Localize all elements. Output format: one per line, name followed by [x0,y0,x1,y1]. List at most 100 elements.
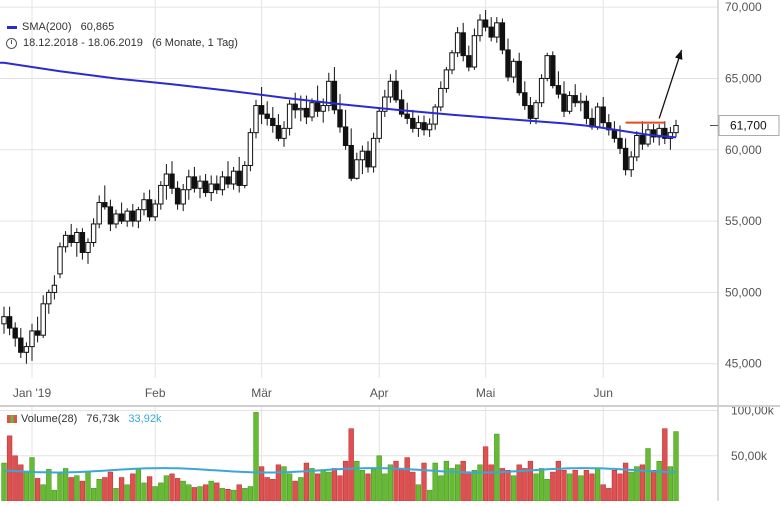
candle-body [342,126,349,146]
volume-bar [583,469,590,502]
candle-body [337,109,343,128]
volume-bar [650,469,657,502]
volume-bar [68,477,74,502]
candle-body [432,106,438,125]
volume-bar [398,468,405,502]
price-tick-label: 60,000 [725,143,762,157]
volume-bar [46,469,52,502]
clock-icon [6,37,17,49]
candle-body [146,199,153,218]
candle-body [298,107,304,111]
candle-body [18,337,24,353]
price-tick-label: 45,000 [725,357,762,371]
volume-bar [522,468,528,502]
volume-bar [247,486,254,502]
trend-arrow-head [675,49,683,60]
candle-body [270,117,276,127]
volume-bar [566,473,573,502]
candle-body [494,22,500,38]
volume-bar [510,475,517,502]
volume-bar [331,468,338,502]
volume-bar [611,469,618,502]
volume-bar [421,462,427,502]
volume-bar [107,471,114,502]
volume-bar [309,468,315,502]
candle-body [208,183,214,194]
volume-bar [370,469,377,502]
candle-body [645,129,651,145]
candle-body [572,95,578,104]
volume-bar [662,428,668,502]
volume-bar [628,471,634,502]
volume-bar [634,466,640,502]
volume-bar [326,471,332,502]
range-legend: 18.12.2018 - 18.06.2019 (6 Monate, 1 Tag… [6,37,238,49]
volume-bar [141,482,147,502]
candle-body [488,26,494,38]
volume-legend: Volume(28) 76,73k 33,92k [7,413,161,425]
x-tick-label: Apr [370,386,389,400]
sma-value: 60,865 [80,21,115,33]
volume-bar [410,471,416,502]
volume-bar [169,473,175,502]
volume-bar [449,468,455,502]
x-tick-label: Jun [594,386,613,400]
x-tick-label: Feb [145,386,166,400]
volume-bar [303,462,310,502]
candle-body [510,60,517,78]
volume-bar [471,469,478,502]
volume-bar [158,482,164,502]
volume-bar [57,473,63,502]
candle-body [107,206,114,225]
candle-body [74,232,80,243]
candle-body [180,189,186,205]
price-tick-label: 65,000 [725,71,762,85]
candle-body [23,346,30,353]
volume-bar [382,473,388,502]
candle-body [382,96,388,112]
candle-body [404,113,410,119]
candle-body [667,132,674,139]
volume-bar [438,475,444,502]
candle-body [79,232,86,253]
candle-body [314,102,321,112]
candle-body [566,95,573,112]
volume-bar [376,455,382,502]
volume-bar [12,455,18,502]
candle-body [247,132,254,166]
volume-bar [365,473,371,502]
candle-body [410,117,416,129]
candle-body [354,159,360,179]
volume-bar [342,460,349,502]
volume-value-2: 33,92k [128,413,162,425]
candle-body [286,103,293,129]
volume-bar [6,435,13,502]
candle-body [152,203,158,218]
volume-bar [298,477,304,502]
candle-body [387,80,394,98]
candle-body [359,150,366,161]
volume-bar [673,431,679,502]
volume-bar [253,412,259,502]
volume-bar [561,469,567,502]
candle-body [51,284,58,293]
volume-bar [135,468,142,502]
volume-bar [454,464,461,502]
volume-bar [34,478,41,502]
candle-body [656,127,662,138]
volume-bar [163,475,170,502]
volume-swatch [7,415,17,424]
volume-bar [387,464,394,502]
candle-body [174,187,181,205]
candle-body [544,55,550,79]
candle-body [499,22,506,51]
x-tick-label: Mär [251,386,272,400]
candle-body [186,176,192,191]
candle-body [348,144,354,179]
panel-divider [0,405,780,407]
candle-body [650,129,657,138]
candle-body [415,122,422,129]
volume-bar [40,484,46,502]
volume-bar [477,464,483,502]
candle-body [57,246,63,275]
